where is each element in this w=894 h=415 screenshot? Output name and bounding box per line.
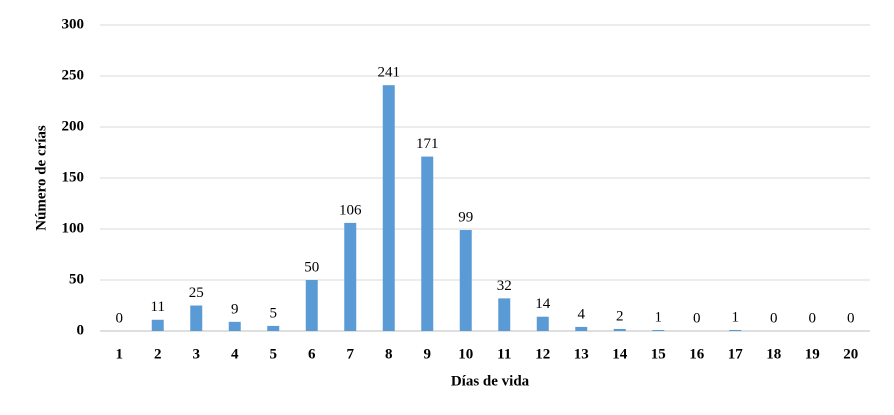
bar [652,329,665,331]
bar [575,326,588,331]
data-label: 0 [693,310,701,326]
y-tick-label: 50 [69,271,84,287]
x-tick-label: 3 [193,346,201,362]
data-label: 1 [732,309,740,325]
y-tick-label: 300 [62,16,85,32]
x-tick-label: 16 [689,346,705,362]
bar [228,321,241,331]
x-tick-label: 17 [728,346,744,362]
bar [421,156,434,331]
data-label: 0 [809,310,817,326]
bar [536,316,549,331]
x-tick-label: 7 [347,346,355,362]
bar [190,305,203,331]
data-label: 25 [189,285,204,301]
x-tick-label: 18 [766,346,781,362]
x-tick-label: 8 [385,346,393,362]
bar [267,325,280,331]
x-tick-label: 4 [231,346,239,362]
x-tick-label: 2 [154,346,162,362]
bar [151,319,164,331]
x-tick-label: 13 [574,346,589,362]
y-tick-label: 200 [62,118,85,134]
x-tick-label: 5 [270,346,278,362]
bar [459,230,472,331]
bar [344,222,357,331]
data-label: 9 [231,301,239,317]
data-label: 171 [416,136,439,152]
y-tick-label: 100 [62,220,85,236]
data-label: 1 [655,309,663,325]
x-tick-label: 10 [458,346,473,362]
x-tick-label: 20 [843,346,858,362]
x-tick-label: 9 [424,346,432,362]
x-tick-label: 6 [308,346,316,362]
data-label: 241 [378,65,401,81]
data-label: 0 [847,310,855,326]
bar [382,85,395,332]
data-label: 0 [770,310,778,326]
x-tick-label: 15 [651,346,666,362]
data-label: 14 [535,296,551,312]
x-tick-label: 14 [612,346,628,362]
y-tick-label: 150 [62,169,85,185]
bar [729,329,742,331]
data-label: 5 [270,305,278,321]
y-tick-label: 250 [62,67,85,83]
data-label: 0 [116,310,124,326]
data-label: 50 [304,259,319,275]
y-axis-label: Número de crías [33,125,49,231]
y-tick-label: 0 [77,322,85,338]
x-tick-label: 12 [535,346,550,362]
data-label: 2 [616,308,624,324]
data-label: 32 [497,278,512,294]
x-axis-label: Días de vida [451,373,530,389]
x-tick-label: 11 [497,346,511,362]
bar [613,328,626,331]
data-label: 11 [151,299,165,315]
data-label: 99 [458,209,473,225]
bar [498,298,511,331]
data-label: 4 [578,306,586,322]
data-label: 106 [339,202,362,218]
x-tick-label: 19 [805,346,820,362]
bar [305,280,318,331]
x-tick-label: 1 [116,346,124,362]
